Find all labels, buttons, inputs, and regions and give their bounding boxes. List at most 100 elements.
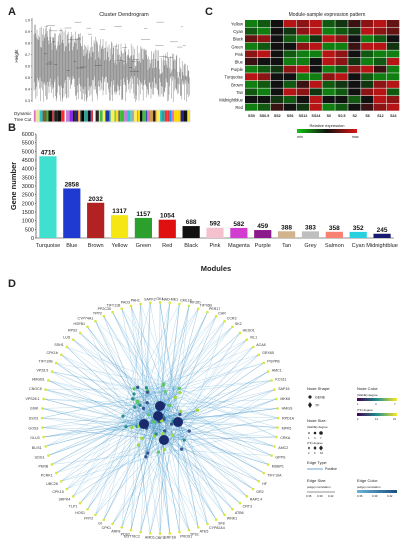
heatmap-cell xyxy=(322,81,334,88)
bar-category-label: Midnightblue xyxy=(366,243,398,249)
bar xyxy=(87,203,104,238)
dendrogram-title: Cluster Dendrogram xyxy=(99,12,149,18)
network-legend: Node Shape: GENE TF Node Size: (GENE) de… xyxy=(305,380,405,555)
network-node xyxy=(270,379,273,382)
heatmap-cell xyxy=(258,50,270,57)
legend-size-gene-dot-2 xyxy=(314,432,317,435)
module-color-segment xyxy=(120,111,121,122)
bar xyxy=(39,156,56,238)
network-inner-node xyxy=(145,386,148,389)
network-inner-node xyxy=(142,407,145,410)
network-node xyxy=(159,532,162,535)
network-inner-node xyxy=(132,392,135,395)
heatmap-cell xyxy=(310,81,322,88)
network-node xyxy=(120,526,123,529)
heatmap-cell xyxy=(284,50,296,57)
network-node xyxy=(257,353,260,356)
module-color-segment xyxy=(147,111,150,122)
heatmap-col-label: S12 xyxy=(377,114,383,118)
network-node-label: TIFY11B xyxy=(106,303,121,307)
network-node xyxy=(42,398,45,401)
network-inner-node xyxy=(146,391,149,394)
heatmap-cell xyxy=(348,88,360,95)
heatmap-cell xyxy=(387,96,399,103)
network-node xyxy=(120,307,123,310)
module-color-segment xyxy=(84,111,88,122)
module-color-segment xyxy=(99,111,100,122)
network-node xyxy=(41,426,44,429)
network-node xyxy=(159,301,162,304)
legend-size-tf-diamond-3 xyxy=(319,446,323,451)
module-color-segment xyxy=(187,111,190,122)
module-color-segment xyxy=(57,111,61,122)
network-node xyxy=(139,531,142,534)
heatmap-col-label: SS2 xyxy=(274,114,281,118)
network-node xyxy=(66,488,69,491)
legend-node-size: Node Size: xyxy=(307,418,327,423)
legend-tf-degree-val-3: 21 xyxy=(393,417,397,421)
network-inner-node xyxy=(133,387,136,390)
heatmap-cell xyxy=(297,20,309,27)
heatmap-cell xyxy=(374,104,386,111)
heatmap-cell xyxy=(374,66,386,73)
network-node-label: WNK1 xyxy=(227,517,237,521)
network-node-label: PDS2 xyxy=(121,532,130,536)
heatmap-cell xyxy=(361,20,373,27)
heatmap-cell xyxy=(335,28,347,35)
legend-gene-degree-val-1: 1 xyxy=(357,402,359,406)
heatmap-cell xyxy=(310,43,322,50)
network-node-label: GOS3 xyxy=(28,426,38,430)
bar-category-label: Yellow xyxy=(112,243,129,249)
network-node-label: RPD1A xyxy=(282,417,295,421)
heatmap-cell xyxy=(258,88,270,95)
network-node-label: CYP82A4 xyxy=(209,526,225,530)
heatmap-cell xyxy=(310,50,322,57)
module-color-segment xyxy=(73,111,75,122)
network-node-label: HSFB1 xyxy=(73,322,85,326)
heatmap-row-labels: YellowCyanBlackGreenPinkBluePurpleTurquo… xyxy=(219,22,244,111)
network-node xyxy=(168,532,171,535)
module-color-segment xyxy=(150,111,153,122)
bar xyxy=(183,226,200,238)
module-color-segment xyxy=(70,111,73,122)
legend-edge-color-bar xyxy=(357,490,397,493)
network-inner-node xyxy=(137,444,140,447)
heatmap-cell xyxy=(310,20,322,27)
bar-value-label: 4715 xyxy=(41,149,56,156)
network-edge xyxy=(56,363,146,428)
network-node xyxy=(197,307,200,310)
network-node xyxy=(231,508,234,511)
heatmap-cell xyxy=(297,43,309,50)
legend-gene-shape xyxy=(308,395,311,398)
module-color-segment xyxy=(66,111,70,122)
network-node xyxy=(197,526,200,529)
legend-size-tf-val-2: 6 xyxy=(314,451,316,455)
network-node xyxy=(55,472,58,475)
bar-value-label: 459 xyxy=(257,223,268,230)
heatmap-cell xyxy=(297,66,309,73)
network-inner-node xyxy=(162,382,165,385)
network-node xyxy=(86,325,89,328)
network-node-label: HESO1 xyxy=(243,328,255,332)
network-node-label: MKK6 xyxy=(280,397,290,401)
network-node xyxy=(66,346,69,349)
heatmap-cell xyxy=(361,104,373,111)
module-color-segment xyxy=(162,111,165,122)
network-node-label: PAH1 xyxy=(131,298,140,302)
bar-ytick: 5000 xyxy=(22,149,34,155)
network-edge xyxy=(159,316,217,417)
heatmap-col-label: S24 xyxy=(390,114,396,118)
legend-gene-degree: (GENE) degree xyxy=(357,393,378,397)
heatmap-cell xyxy=(258,81,270,88)
bar-value-label: 688 xyxy=(186,219,197,226)
module-color-segment xyxy=(134,111,137,122)
heatmap-row-label: Tan xyxy=(236,90,243,95)
network-node-label: RAP2.4 xyxy=(250,498,262,502)
heatmap-col-label: SS0 xyxy=(248,114,255,118)
legend-edge-color-val-1: 0.36 xyxy=(357,494,363,498)
network-node xyxy=(267,370,270,373)
heatmap-cell xyxy=(374,96,386,103)
heatmap-row-label: Green xyxy=(231,44,243,49)
heatmap-cell xyxy=(322,104,334,111)
